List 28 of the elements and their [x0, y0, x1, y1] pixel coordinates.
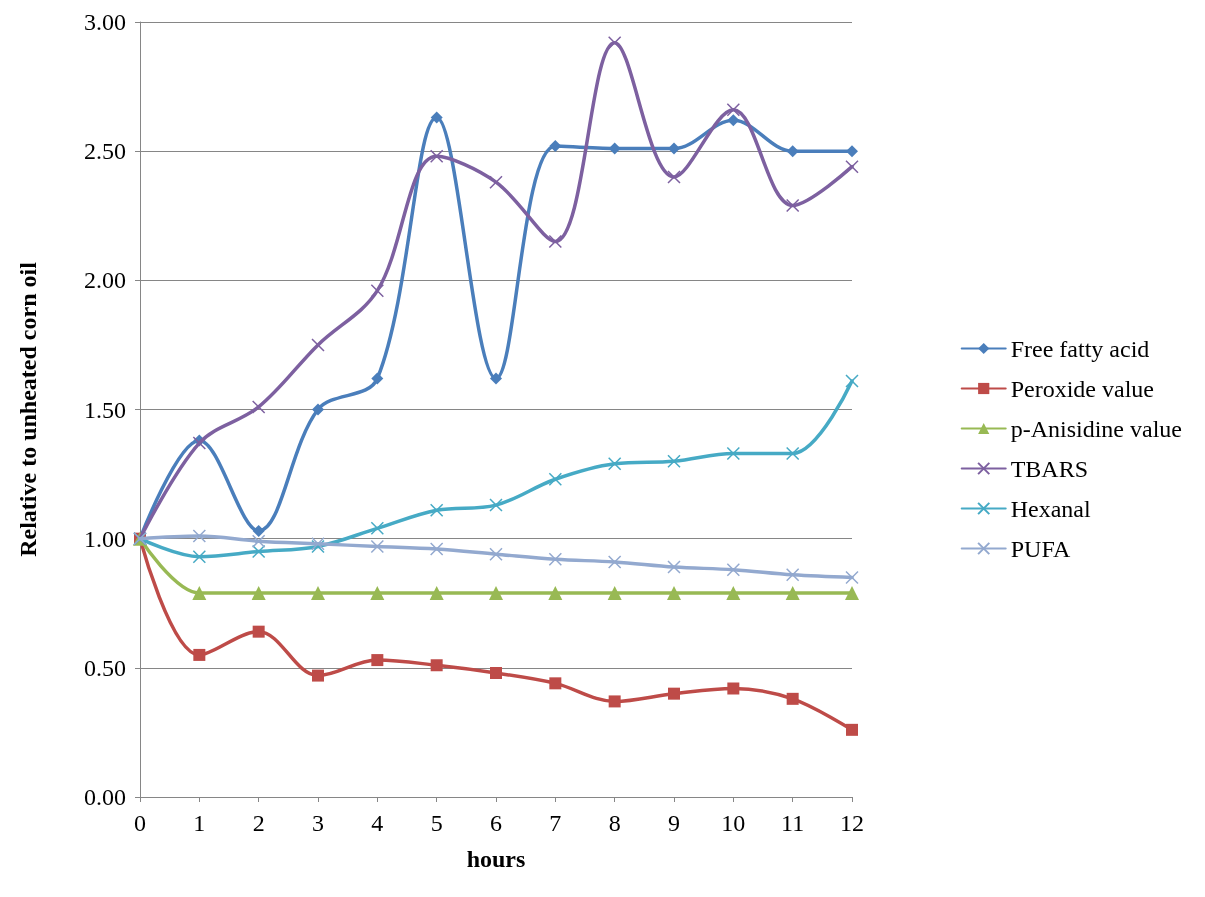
x-tick-label: 9 [668, 810, 680, 836]
x-tick-label: 11 [781, 810, 805, 836]
x-tick-label: 10 [721, 810, 746, 836]
legend-label: p-Anisidine value [1010, 415, 1182, 442]
y-tick-label: 0.00 [84, 784, 126, 810]
y-axis-title: Relative to unheated corn oil [15, 261, 41, 557]
y-tick-label: 1.50 [84, 396, 126, 423]
y-tick-label: 2.50 [84, 138, 126, 165]
x-tick-label: 7 [549, 810, 562, 836]
y-tick-label: 3.00 [84, 9, 126, 35]
y-tick-label: 0.50 [84, 654, 126, 681]
x-tick-label: 12 [840, 810, 864, 836]
legend-label: Free fatty acid [1010, 335, 1150, 362]
legend-label: PUFA [1010, 535, 1071, 562]
x-tick-label: 5 [430, 810, 443, 836]
x-tick-label: 0 [134, 810, 146, 836]
x-tick-label: 1 [193, 810, 206, 836]
y-tick-label: 1.00 [84, 525, 126, 552]
x-tick-label: 8 [608, 810, 621, 836]
x-tick-label: 2 [252, 810, 265, 836]
x-tick-label: 6 [490, 810, 502, 836]
legend-label: Hexanal [1010, 495, 1091, 522]
y-tick-label: 2.00 [84, 267, 126, 294]
legend-label: Peroxide value [1010, 375, 1154, 402]
x-tick-label: 3 [312, 810, 324, 836]
legend-label: TBARS [1010, 455, 1089, 482]
x-tick-label: 4 [371, 810, 384, 836]
x-axis-title: hours [466, 846, 526, 872]
